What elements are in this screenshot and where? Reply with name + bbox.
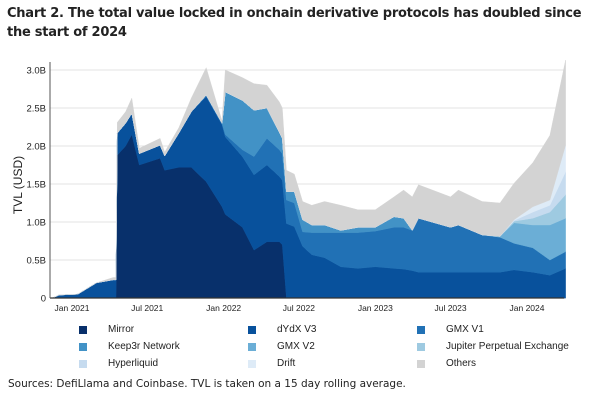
- legend-label: Keep3r Network: [108, 341, 180, 352]
- legend-swatch: [248, 360, 256, 368]
- x-tick-label: Jul 2022: [283, 303, 315, 313]
- legend-swatch: [417, 360, 425, 368]
- x-tick-label: Jul 2023: [434, 303, 466, 313]
- legend-swatch: [417, 326, 425, 334]
- legend-label: GMX V2: [277, 341, 315, 352]
- x-tick-label: Jan 2024: [510, 303, 545, 313]
- legend-label: Hyperliquid: [108, 358, 159, 369]
- legend-label: dYdX V3: [277, 324, 317, 335]
- legend-swatch: [417, 343, 425, 351]
- stacked-areas: [52, 60, 566, 299]
- legend-swatch: [79, 360, 87, 368]
- source-note: Sources: DefiLlama and Coinbase. TVL is …: [8, 378, 406, 390]
- legend-label: Drift: [277, 358, 296, 369]
- x-tick-label: Jan 2023: [358, 303, 393, 313]
- y-tick-label: 3.0B: [26, 66, 46, 77]
- legend-label: Mirror: [108, 324, 135, 335]
- x-tick-label: Jul 2021: [131, 303, 163, 313]
- y-tick-label: 0.5B: [26, 256, 46, 267]
- y-axis-label: TVL (USD): [11, 156, 25, 214]
- legend-label: Others: [446, 358, 477, 369]
- x-tick-label: Jan 2021: [55, 303, 90, 313]
- y-tick-label: 1.0B: [26, 218, 46, 229]
- y-tick-label: 0: [41, 294, 46, 305]
- x-tick-label: Jan 2022: [206, 303, 241, 313]
- y-tick-label: 2.0B: [26, 142, 46, 153]
- legend-label: GMX V1: [446, 324, 484, 335]
- chart-title: Chart 2. The total value locked in oncha…: [7, 6, 582, 40]
- axes: 0 0.5B 1.0B 1.5B 2.0B 2.5B 3.0B Jan 2021 Jul 202…: [26, 62, 564, 313]
- legend-label: Jupiter Perpetual Exchange: [446, 341, 569, 352]
- y-tick-label: 2.5B: [26, 104, 46, 115]
- y-tick-label: 1.5B: [26, 180, 46, 191]
- legend-swatch: [248, 326, 256, 334]
- legend-swatch: [79, 343, 87, 351]
- legend-swatch: [248, 343, 256, 351]
- area-others: [52, 60, 566, 299]
- legend-swatch: [79, 326, 87, 334]
